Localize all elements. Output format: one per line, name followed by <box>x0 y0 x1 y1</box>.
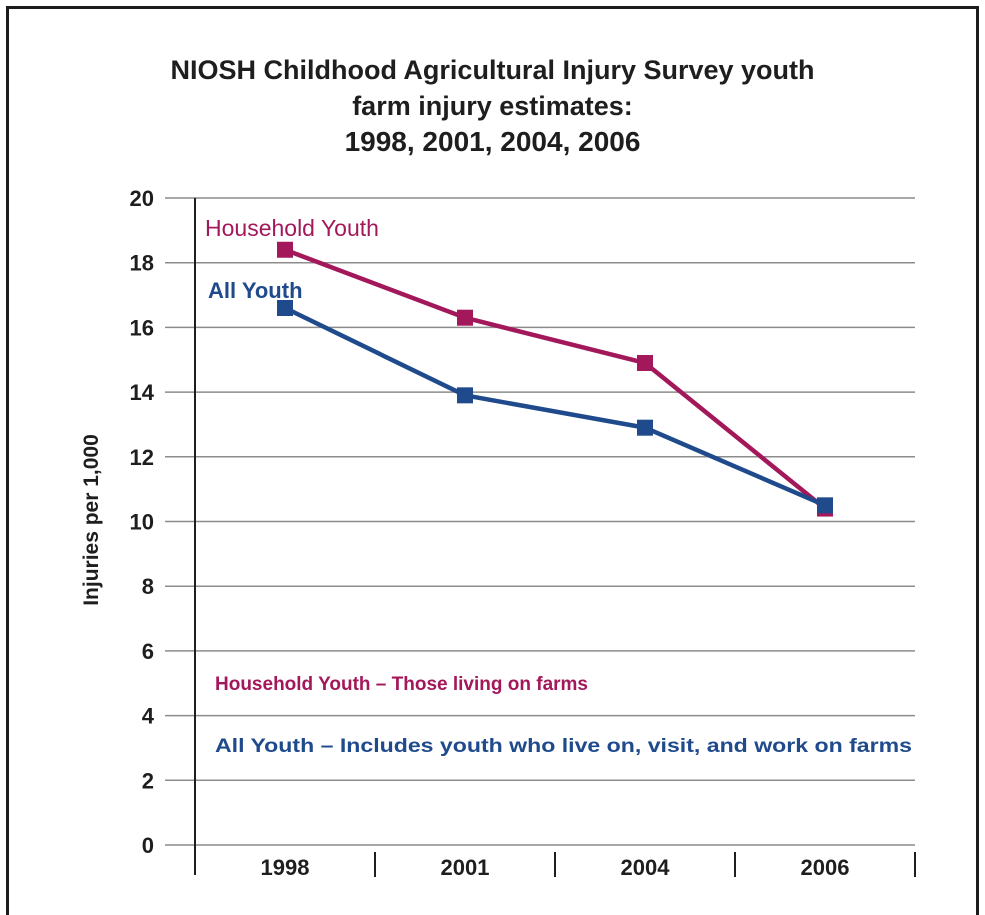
y-tick-label: 4 <box>142 704 155 729</box>
y-axis-label: Injuries per 1,000 <box>80 434 103 606</box>
y-tick-label: 2 <box>142 768 154 793</box>
data-point-all-youth <box>277 299 293 316</box>
series-line-household-youth <box>284 247 827 511</box>
annotation-household-youth: Household Youth – Those living on farms <box>215 674 588 695</box>
data-point-household-youth <box>277 241 293 258</box>
y-tick-label: 16 <box>130 315 154 340</box>
chart-title-line-3: 1998, 2001, 2004, 2006 <box>344 126 641 157</box>
chart-frame <box>6 6 979 915</box>
data-point-household-youth <box>457 309 473 326</box>
x-tick-label: 2001 <box>441 855 490 880</box>
chart-title-line-1: NIOSH Childhood Agricultural Injury Surv… <box>170 55 815 85</box>
y-tick-label: 18 <box>130 251 154 276</box>
series-line-all-youth <box>284 305 826 508</box>
x-tick-label: 1998 <box>261 855 310 880</box>
data-point-all-youth <box>637 419 653 436</box>
data-point-household-youth <box>637 354 653 371</box>
series-label-household-youth: Household Youth <box>205 215 379 241</box>
series <box>277 241 833 517</box>
annotation-all-youth: All Youth – Includes youth who live on, … <box>215 736 912 757</box>
chart-title-line-2: farm injury estimates: <box>352 91 633 121</box>
x-tick-label: 2004 <box>621 855 671 880</box>
axes: 0 2 4 6 8 10 12 14 16 18 20 1998 2001 2004 2006 <box>130 186 916 880</box>
data-point-all-youth <box>817 497 833 514</box>
gridlines <box>165 197 915 846</box>
y-tick-label: 14 <box>130 380 155 405</box>
data-point-all-youth <box>457 387 473 404</box>
y-tick-label: 12 <box>130 445 154 470</box>
y-tick-label: 0 <box>142 833 154 858</box>
y-tick-label: 8 <box>142 574 154 599</box>
y-tick-label: 10 <box>130 510 154 535</box>
x-tick-label: 2006 <box>801 855 850 880</box>
series-label-all-youth: All Youth <box>208 278 303 303</box>
y-tick-label: 20 <box>130 186 154 211</box>
y-tick-label: 6 <box>142 639 154 664</box>
